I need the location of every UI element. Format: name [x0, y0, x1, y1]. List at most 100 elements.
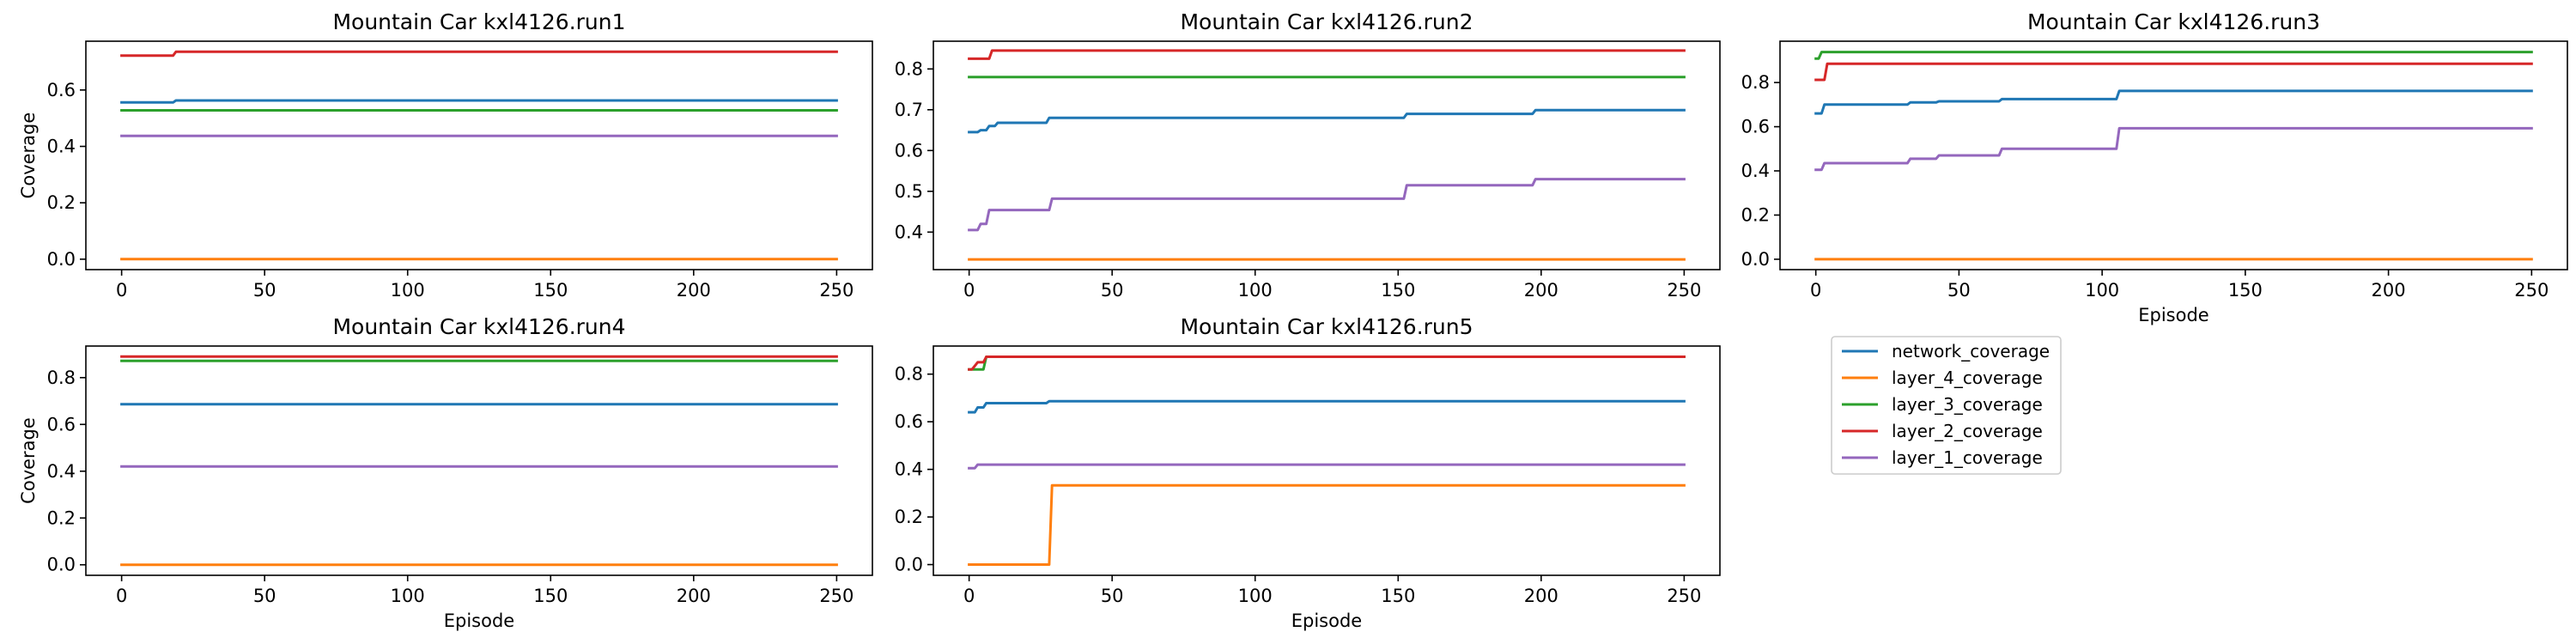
y-tick-label: 0.0 [47, 249, 76, 270]
x-tick-label: 250 [819, 586, 854, 606]
subplot-title: Mountain Car kxl4126.run1 [332, 9, 625, 34]
series-line-layer-1-coverage [1814, 126, 2533, 172]
series-group [1814, 51, 2533, 261]
y-tick-label: 0.2 [1741, 204, 1770, 225]
subplot-run5: Mountain Car kxl4126.run5 0 50 100 150 200 250… [895, 314, 1721, 631]
x-tick-label: 50 [1947, 280, 1971, 301]
x-axis-label: Episode [2138, 305, 2208, 325]
x-tick-label: 100 [391, 586, 425, 606]
x-tick-label: 150 [2228, 280, 2263, 301]
legend-item: layer_3_coverage [1842, 394, 2043, 415]
series-line-layer-1-coverage [968, 178, 1686, 232]
x-axis-label: Episode [444, 611, 514, 631]
x-tick-label: 150 [533, 280, 568, 301]
y-tick-label: 0.0 [1741, 249, 1770, 270]
series-group [968, 49, 1686, 261]
y-tick-label: 0.4 [47, 461, 76, 482]
x-tick-label: 100 [1238, 586, 1273, 606]
x-tick-label: 0 [116, 586, 127, 606]
legend: network_coverage layer_4_coverage layer_3_… [1831, 336, 2062, 475]
series-line-layer-4-coverage [968, 483, 1686, 566]
x-tick-label: 200 [677, 586, 711, 606]
x-tick-label: 100 [2085, 280, 2119, 301]
x-tick-label: 150 [1381, 280, 1415, 301]
series-line-layer-2-coverage [1814, 62, 2533, 82]
subplot-run1: Mountain Car kxl4126.run1 0 50 100 150 200 250… [18, 9, 873, 301]
subplot-title: Mountain Car kxl4126.run5 [1180, 314, 1473, 339]
y-tick-label: 0.2 [47, 507, 76, 528]
y-tick-label: 0.6 [895, 140, 923, 161]
legend-label: layer_4_coverage [1892, 368, 2043, 388]
x-tick-label: 250 [1667, 280, 1701, 301]
subplot-run3: Mountain Car kxl4126.run3 0 50 100 150 200 250… [1741, 9, 2568, 325]
series-line-network-coverage [968, 108, 1686, 134]
y-tick-label: 0.6 [47, 80, 76, 100]
y-tick-label: 0.0 [895, 555, 923, 575]
legend-label: layer_1_coverage [1892, 447, 2043, 468]
y-axis-label: Coverage [18, 112, 39, 199]
x-tick-label: 0 [963, 586, 975, 606]
legend-frame [1831, 336, 2062, 475]
legend-item: layer_2_coverage [1842, 421, 2043, 441]
legend-item: network_coverage [1842, 341, 2050, 361]
series-line-layer-3-coverage [1814, 51, 2533, 60]
axes-frame [85, 345, 873, 576]
x-tick-label: 50 [253, 280, 276, 301]
subplot-grid: Mountain Car kxl4126.run1 0 50 100 150 200 250… [18, 9, 2568, 631]
x-tick-label: 100 [391, 280, 425, 301]
y-tick-label: 0.4 [1741, 161, 1770, 181]
series-line-network-coverage [1814, 89, 2533, 115]
x-tick-label: 50 [253, 586, 276, 606]
y-tick-label: 0.8 [895, 58, 923, 79]
y-tick-label: 0.4 [895, 459, 923, 480]
y-tick-label: 0.6 [1741, 117, 1770, 137]
x-tick-label: 150 [533, 586, 568, 606]
x-tick-label: 0 [963, 280, 975, 301]
y-tick-label: 0.8 [47, 368, 76, 388]
axes-frame [933, 345, 1721, 576]
series-line-layer-2-coverage [968, 355, 1686, 371]
series-line-network-coverage [120, 99, 838, 104]
legend-label: layer_3_coverage [1892, 394, 2043, 415]
y-tick-label: 0.0 [47, 555, 76, 575]
series-group [120, 50, 838, 261]
y-tick-label: 0.4 [47, 136, 76, 156]
x-tick-label: 200 [677, 280, 711, 301]
x-tick-label: 250 [1667, 586, 1701, 606]
legend-label: network_coverage [1892, 341, 2050, 361]
series-line-layer-1-coverage [968, 463, 1686, 470]
x-tick-label: 0 [1810, 280, 1821, 301]
x-tick-label: 50 [1101, 280, 1124, 301]
axes-frame [85, 40, 873, 270]
axes-frame [1779, 40, 2568, 270]
y-tick-label: 0.8 [1741, 72, 1770, 93]
subplot-run4: Mountain Car kxl4126.run4 0 50 100 150 200 250… [18, 314, 873, 631]
legend-label: layer_2_coverage [1892, 421, 2043, 441]
x-tick-label: 200 [2372, 280, 2406, 301]
x-tick-label: 150 [1381, 586, 1415, 606]
subplot-run2: Mountain Car kxl4126.run2 0 50 100 150 200 250… [895, 9, 1721, 301]
series-line-network-coverage [968, 399, 1686, 414]
x-tick-label: 250 [819, 280, 854, 301]
series-group [120, 355, 838, 567]
x-tick-label: 250 [2514, 280, 2549, 301]
series-line-layer-2-coverage [120, 50, 838, 58]
y-tick-label: 0.4 [895, 222, 923, 242]
y-tick-label: 0.2 [895, 507, 923, 527]
subplot-title: Mountain Car kxl4126.run3 [2027, 9, 2320, 34]
x-tick-label: 200 [1524, 280, 1558, 301]
x-tick-label: 0 [116, 280, 127, 301]
y-tick-label: 0.6 [47, 414, 76, 434]
y-tick-label: 0.2 [47, 192, 76, 213]
x-tick-label: 50 [1101, 586, 1124, 606]
y-tick-label: 0.5 [895, 181, 923, 202]
series-line-layer-2-coverage [968, 49, 1686, 60]
y-tick-label: 0.8 [895, 364, 923, 385]
subplot-title: Mountain Car kxl4126.run4 [332, 314, 625, 339]
y-axis-label: Coverage [18, 417, 39, 504]
legend-item: layer_1_coverage [1842, 447, 2043, 468]
x-axis-label: Episode [1291, 611, 1362, 631]
series-group [968, 355, 1686, 566]
